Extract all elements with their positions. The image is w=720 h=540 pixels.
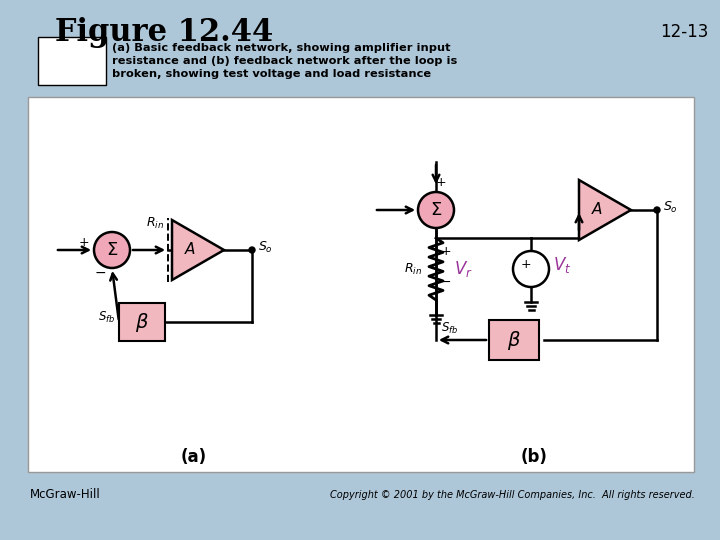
Text: $S_{fb}$: $S_{fb}$ [441,320,458,335]
Text: $\Sigma$: $\Sigma$ [430,201,442,219]
Text: +: + [521,259,531,272]
Text: McGraw-Hill: McGraw-Hill [30,489,101,502]
Text: $S_{fb}$: $S_{fb}$ [98,309,115,325]
Polygon shape [172,220,224,280]
Bar [489,320,539,360]
Text: $V_r$: $V_r$ [454,259,473,279]
Text: $-$: $-$ [94,265,106,279]
Polygon shape [579,180,631,240]
Text: Figure 12.44: Figure 12.44 [55,17,274,48]
Text: A: A [185,242,195,258]
Text: $R_{in}$: $R_{in}$ [404,261,422,276]
Bar [28,97,694,472]
Text: +: + [441,245,451,258]
Circle shape [513,251,549,287]
Text: Copyright © 2001 by the McGraw-Hill Companies, Inc.  All rights reserved.: Copyright © 2001 by the McGraw-Hill Comp… [330,490,695,500]
Text: resistance and (b) feedback network after the loop is: resistance and (b) feedback network afte… [112,56,457,66]
Bar [38,37,106,85]
Text: 12-13: 12-13 [660,23,708,41]
Text: $S_o$: $S_o$ [258,239,273,254]
Circle shape [94,232,130,268]
Text: $-$: $-$ [441,275,451,288]
Text: (a): (a) [181,448,207,466]
Text: broken, showing test voltage and load resistance: broken, showing test voltage and load re… [112,69,431,79]
Bar [119,303,165,341]
Text: $\beta$: $\beta$ [507,328,521,352]
Circle shape [654,207,660,213]
Text: $\Sigma$: $\Sigma$ [106,241,118,259]
Text: $S_o$: $S_o$ [663,199,678,214]
Text: $\beta$: $\beta$ [135,310,149,334]
Text: (a) Basic feedback network, showing amplifier input: (a) Basic feedback network, showing ampl… [112,43,451,53]
Text: $V_t$: $V_t$ [553,255,571,275]
Text: (b): (b) [521,448,547,466]
Text: $R_{in}$: $R_{in}$ [146,215,164,231]
Text: A: A [592,202,602,218]
Text: +: + [436,177,446,190]
Circle shape [418,192,454,228]
Text: +: + [78,237,89,249]
Circle shape [249,247,255,253]
